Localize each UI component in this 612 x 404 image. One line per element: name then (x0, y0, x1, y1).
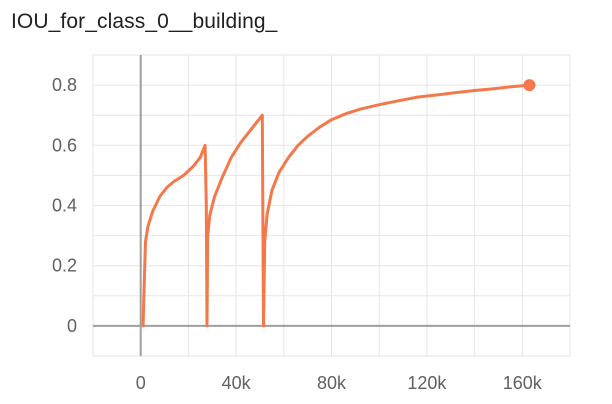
series-line (141, 83, 531, 328)
x-tick-label: 0 (136, 373, 146, 393)
y-tick-label: 0 (67, 316, 77, 336)
y-tick-label: 0.4 (52, 196, 77, 216)
tick-labels: 0 40k 80k 120k 160k 0 0.2 0.4 0.6 0.8 (52, 75, 543, 393)
x-tick-label: 120k (407, 373, 447, 393)
y-tick-label: 0.6 (52, 135, 77, 155)
y-tick-label: 0.8 (52, 75, 77, 95)
chart-title: IOU_for_class_0__building_ (11, 10, 278, 33)
axes (93, 55, 570, 356)
series-last-point (523, 79, 536, 92)
grid (92, 54, 571, 357)
y-tick-label: 0.2 (52, 256, 77, 276)
x-tick-label: 80k (317, 373, 347, 393)
x-tick-label: 40k (222, 373, 252, 393)
series-layer (141, 79, 536, 328)
x-tick-label: 160k (503, 373, 543, 393)
